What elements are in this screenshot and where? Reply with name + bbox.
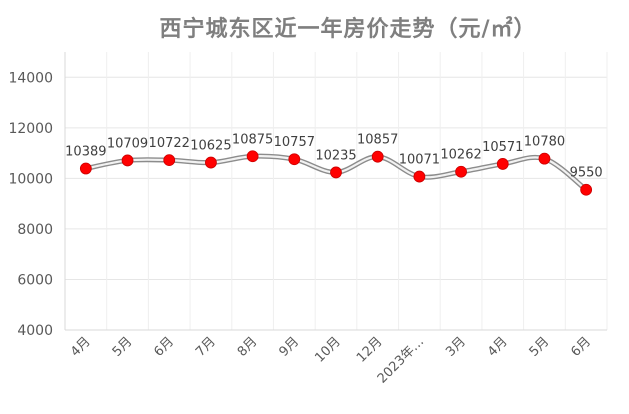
chart-title: 西宁城东区近一年房价走势（元/㎡） (159, 16, 536, 42)
y-tick-label: 12000 (8, 121, 53, 137)
axis-layer: 4000 6000 8000 10000 12000 14000 4月 5月 6月 7月 8月 9月 1… (8, 52, 607, 387)
x-tick-label: 4月 (68, 334, 94, 360)
data-point (288, 153, 301, 166)
x-tick-label: 10月 (312, 334, 343, 365)
data-point (413, 170, 426, 183)
series-layer (79, 150, 593, 196)
x-tick-label: 7月 (193, 334, 219, 360)
data-label: 10722 (149, 136, 190, 151)
data-label: 10857 (357, 133, 398, 148)
data-point (496, 158, 509, 170)
data-label: 10625 (190, 139, 231, 154)
x-tick-label: 8月 (235, 334, 261, 360)
data-point (371, 150, 384, 163)
data-label: 10262 (440, 148, 481, 163)
data-label: 9550 (570, 166, 603, 181)
x-tick-label: 4月 (485, 334, 511, 360)
x-tick-label: 5月 (110, 334, 136, 360)
data-label: 10875 (232, 132, 273, 147)
grid-layer (64, 52, 608, 331)
data-point (246, 150, 259, 163)
data-point (330, 166, 342, 179)
x-tick-label: 6月 (151, 334, 177, 360)
data-point (79, 162, 92, 175)
x-tick-label: 3月 (443, 334, 469, 360)
data-label: 10780 (524, 135, 565, 150)
x-tick-label: 6月 (568, 334, 594, 360)
x-tick-label: 12月 (354, 334, 385, 365)
data-point (163, 154, 176, 167)
x-tick-label: 9月 (276, 334, 302, 360)
data-point (455, 165, 467, 178)
data-label: 10709 (107, 136, 148, 151)
y-tick-label: 14000 (8, 70, 53, 86)
x-tick-label: 5月 (527, 334, 553, 360)
y-tick-label: 4000 (17, 323, 53, 339)
data-point (121, 154, 134, 167)
data-label: 10571 (482, 140, 523, 155)
data-point (580, 183, 593, 196)
data-label: 10389 (65, 145, 106, 160)
data-label: 10071 (399, 153, 440, 168)
data-label: 10757 (274, 135, 315, 150)
data-label: 10235 (315, 148, 356, 163)
y-tick-label: 10000 (8, 171, 53, 187)
data-point (205, 156, 217, 169)
y-tick-label: 6000 (17, 272, 53, 288)
y-tick-label: 8000 (17, 222, 53, 238)
data-point (538, 152, 551, 165)
